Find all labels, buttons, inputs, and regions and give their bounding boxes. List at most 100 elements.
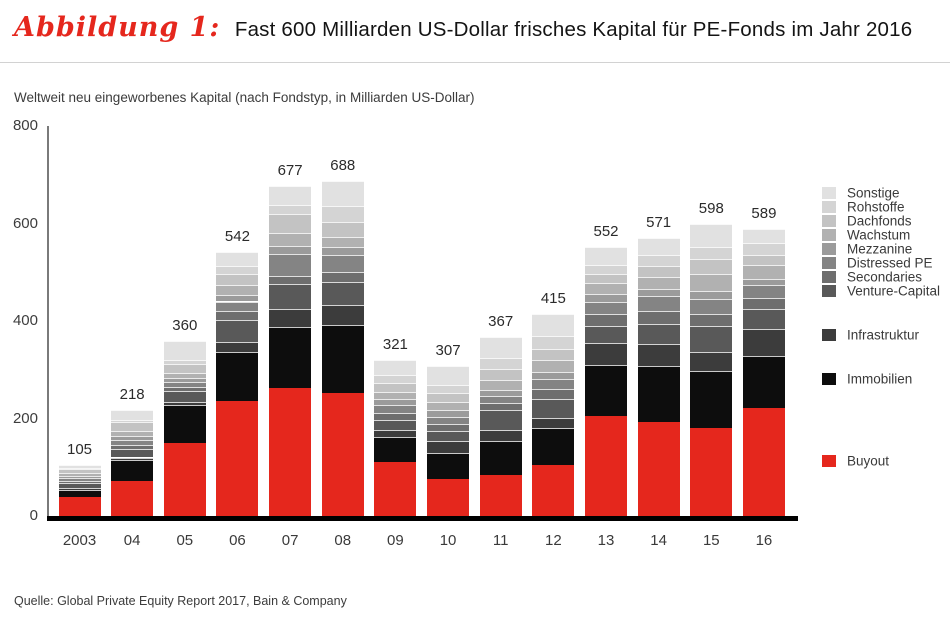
bar-segment-sonstige (532, 313, 575, 337)
legend-swatch (822, 214, 836, 227)
bar-segment-venture-capital (111, 448, 154, 458)
legend-label: Venture-Capital (847, 283, 941, 299)
bar-total-label: 589 (751, 204, 777, 222)
bar-segment-sonstige (742, 228, 785, 244)
bar-segment-mezzanine (163, 377, 206, 382)
bar-segment-dachfonds (269, 213, 312, 234)
bar-segment-distressed-pe (585, 301, 627, 314)
bar-segment-dachfonds (532, 348, 575, 361)
bar-segment-immobilien (637, 365, 680, 422)
x-axis-category-label: 04 (123, 532, 141, 549)
bar-segment-sonstige (479, 337, 522, 358)
legend-label: Dachfonds (847, 213, 912, 229)
bar-segment-wachstum (111, 431, 154, 437)
legend-item-immobilien: Immobilien (822, 372, 912, 386)
bar-segment-distressed-pe (216, 301, 259, 311)
bar-total-label: 367 (488, 313, 514, 331)
bar-segment-venture-capital (690, 326, 733, 352)
bar-segment-distressed-pe (427, 416, 470, 425)
bar-segment-dachfonds (163, 363, 206, 373)
bar-segment-secondaries (58, 480, 101, 483)
legend-label: Buyout (847, 453, 890, 469)
y-axis-line (47, 126, 49, 516)
bar-segment-secondaries (321, 271, 364, 283)
bar-segment-mezzanine (321, 246, 364, 256)
bar-segment-rohstoffe (163, 360, 206, 364)
bar-segment-infrastruktur (216, 341, 259, 352)
bar-segment-dachfonds (58, 468, 101, 474)
bar-segment-infrastruktur (637, 344, 680, 366)
bar-segment-sonstige (321, 180, 364, 206)
bar-segment-sonstige (269, 185, 312, 206)
bar-segment-wachstum (216, 285, 259, 295)
bar-segment-immobilien (479, 440, 522, 476)
bar-segment-secondaries (427, 424, 470, 432)
bar-segment-rohstoffe (216, 265, 259, 275)
bar-segment-infrastruktur (479, 429, 522, 441)
bar-segment-sonstige (637, 237, 680, 255)
legend-swatch (822, 284, 836, 297)
bar-segment-buyout (585, 416, 627, 516)
bar-segment-wachstum (690, 273, 733, 291)
bar-total-label: 598 (698, 200, 724, 218)
bar-segment-secondaries (374, 413, 417, 421)
bar-segment-venture-capital (532, 399, 575, 418)
bar-segment-rohstoffe (532, 336, 575, 349)
legend-item-mezzanine: Mezzanine (822, 242, 912, 256)
legend-label: Distressed PE (847, 255, 933, 271)
bar-segment-buyout (163, 442, 206, 516)
bar-segment-wachstum (321, 236, 364, 247)
bar-segment-rohstoffe (321, 205, 364, 222)
bar-segment-buyout (479, 475, 522, 516)
bar-segment-buyout (637, 421, 680, 516)
bar-segment-rohstoffe (374, 375, 417, 383)
bar-segment-venture-capital (321, 282, 364, 305)
source-note: Quelle: Global Private Equity Report 201… (14, 594, 347, 608)
bar-segment-distressed-pe (532, 379, 575, 389)
bar-segment-infrastruktur (321, 304, 364, 325)
bar-segment-dachfonds (427, 392, 470, 403)
bar-total-label: 677 (277, 161, 303, 179)
bar-segment-buyout (690, 428, 733, 516)
bar-segment-dachfonds (585, 273, 627, 284)
bar-segment-dachfonds (374, 382, 417, 393)
y-axis-tick-label: 200 (12, 409, 38, 427)
legend-item-dachfonds: Dachfonds (822, 214, 912, 228)
bar-segment-venture-capital (374, 420, 417, 431)
bar-segment-infrastruktur (742, 329, 785, 357)
bar-segment-distressed-pe (321, 255, 364, 272)
figure-header: Abbildung 1: Fast 600 Milliarden US-Doll… (14, 12, 944, 43)
bar-segment-buyout (742, 408, 785, 516)
bar-total-label: 105 (66, 440, 93, 458)
bar-segment-buyout (321, 393, 364, 516)
bar-segment-distressed-pe (479, 395, 522, 404)
bar-segment-mezzanine (585, 294, 627, 302)
bar-segment-sonstige (216, 251, 259, 266)
legend-item-rohstoffe: Rohstoffe (822, 200, 905, 214)
x-axis-category-label: 14 (650, 532, 667, 549)
bar-segment-secondaries (479, 403, 522, 411)
bar-segment-immobilien (427, 453, 470, 479)
bar-segment-rohstoffe (479, 357, 522, 370)
y-axis-tick-label: 600 (12, 214, 38, 232)
bar-segment-dachfonds (216, 274, 259, 286)
x-axis-category-label: 07 (281, 532, 299, 549)
bar-segment-venture-capital (269, 284, 312, 309)
y-axis-tick-label: 800 (12, 117, 38, 134)
bar-segment-infrastruktur (532, 417, 575, 429)
bar-segment-buyout (532, 465, 575, 516)
bar-segment-immobilien (374, 437, 417, 463)
bar-segment-distressed-pe (269, 253, 312, 276)
legend-swatch (822, 270, 836, 283)
x-axis-category-label: 09 (387, 532, 404, 549)
bar-segment-distressed-pe (637, 296, 680, 312)
bar-total-label: 688 (330, 156, 356, 174)
x-axis-category-label: 06 (229, 532, 246, 549)
chart-subtitle: Weltweit neu eingeworbenes Kapital (nach… (14, 90, 475, 105)
legend-swatch (822, 372, 836, 385)
legend-item-secondaries: Secondaries (822, 270, 922, 284)
bar-segment-wachstum (479, 379, 522, 390)
y-axis-tick-label: 400 (12, 312, 38, 329)
bar-segment-venture-capital (742, 309, 785, 330)
bar-total-label: 542 (224, 227, 250, 245)
